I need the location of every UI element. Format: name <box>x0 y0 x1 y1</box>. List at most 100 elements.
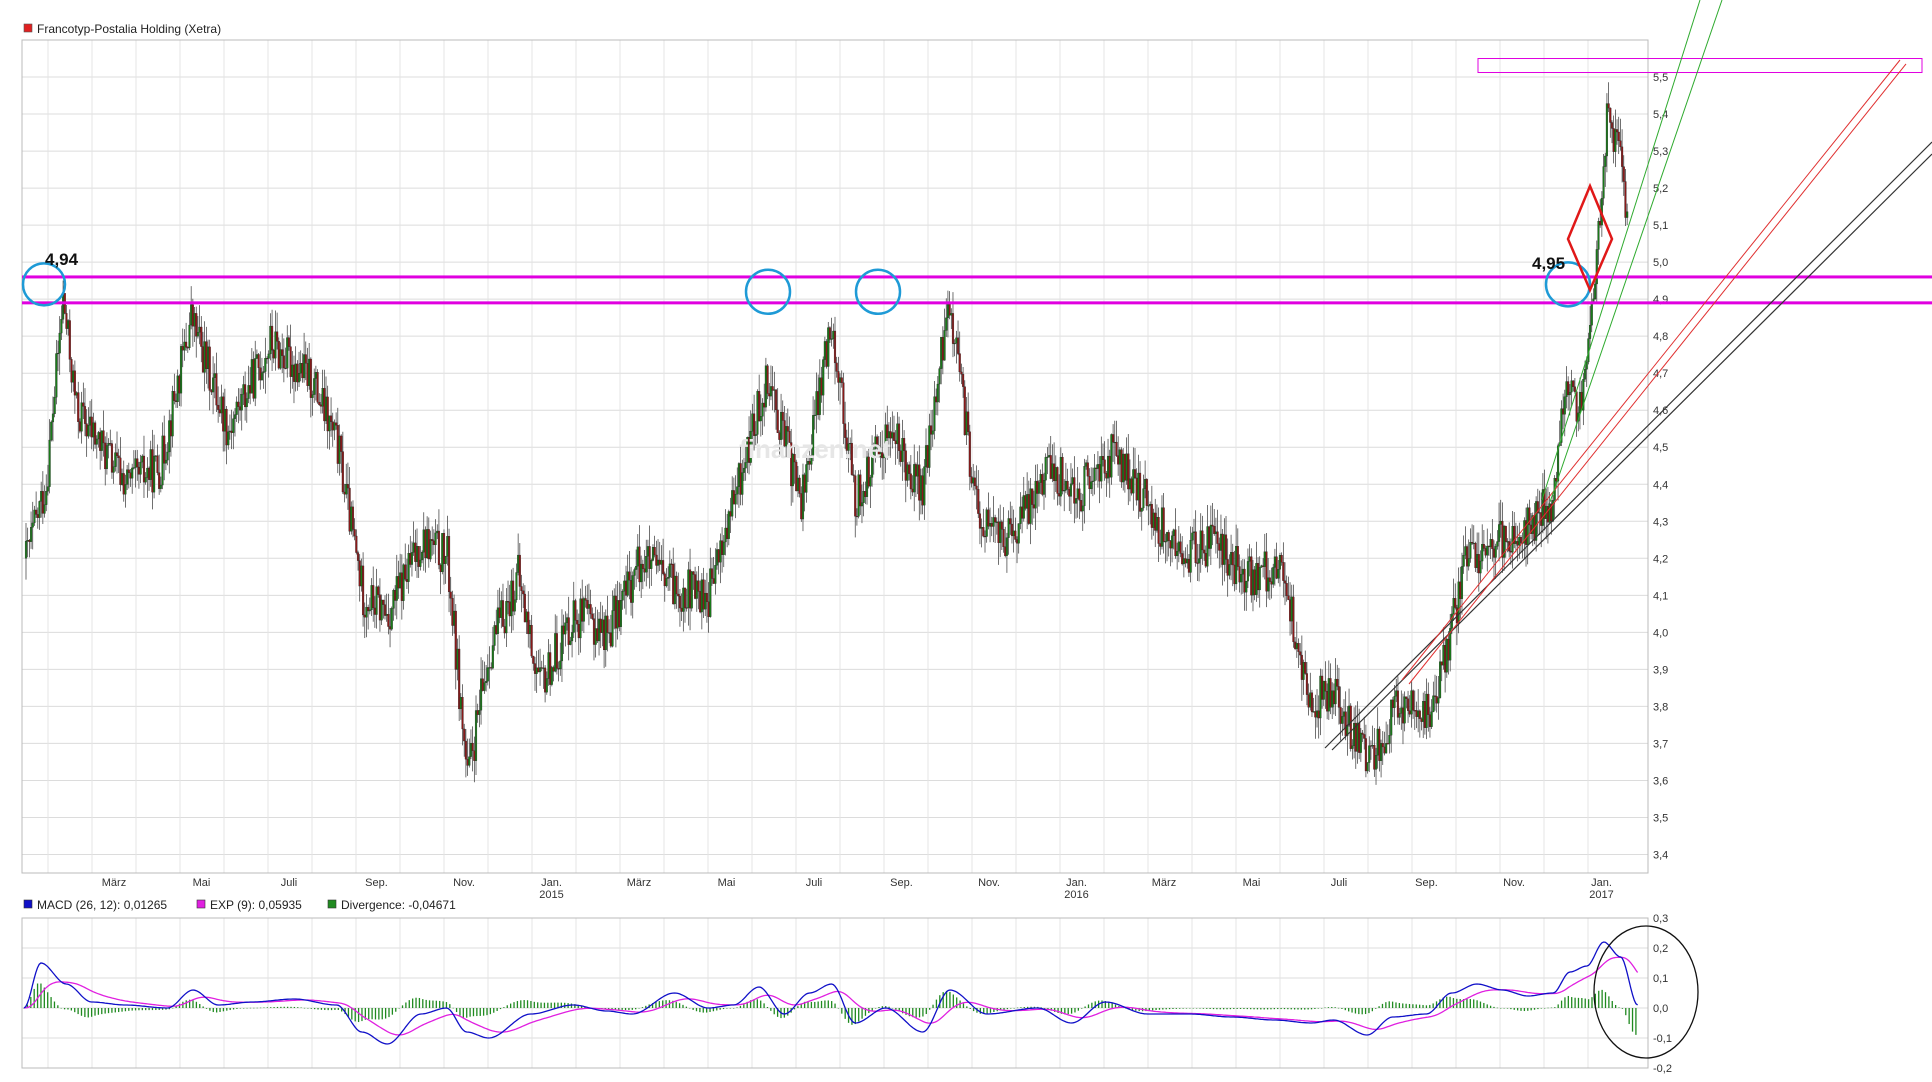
price-candle <box>1589 325 1592 339</box>
macd-divergence-bar <box>1381 1003 1384 1008</box>
macd-divergence-bar <box>1195 1008 1198 1009</box>
macd-divergence-bar <box>983 1008 985 1015</box>
price-candle <box>1615 129 1619 133</box>
macd-divergence-bar <box>1270 1008 1272 1010</box>
price-candle <box>1179 541 1182 554</box>
macd-divergence-bar <box>1304 1008 1306 1010</box>
macd-divergence-bar <box>351 1008 353 1020</box>
price-candle <box>1351 745 1354 749</box>
price-candle <box>124 484 127 495</box>
price-x-tick-label: Jan. <box>1591 877 1612 889</box>
macd-divergence-bar <box>395 1008 397 1012</box>
macd-divergence-bar <box>631 1008 633 1010</box>
price-candle <box>110 443 114 473</box>
macd-divergence-bar <box>1206 1008 1208 1009</box>
price-candle <box>877 445 880 458</box>
price-candle <box>87 425 90 437</box>
price-candle <box>830 338 833 340</box>
macd-divergence-bar <box>530 1000 532 1008</box>
price-candle <box>313 378 316 395</box>
price-candle <box>931 430 934 435</box>
price-candle <box>1496 541 1499 547</box>
price-candle <box>960 371 963 375</box>
macd-divergence-bar <box>570 1003 573 1008</box>
macd-divergence-bar <box>1246 1008 1248 1010</box>
price-candle <box>1430 711 1433 727</box>
macd-divergence-bar <box>1101 1000 1103 1008</box>
price-candle <box>1240 574 1243 583</box>
price-y-tick-label: 5,3 <box>1653 146 1668 158</box>
macd-divergence-bar <box>658 1001 660 1008</box>
macd-divergence-bar <box>459 1008 461 1016</box>
high-marker-circle <box>21 262 67 307</box>
price-candle <box>1412 690 1415 711</box>
price-candle <box>527 611 530 635</box>
price-candle <box>77 392 80 422</box>
high-marker-circle <box>744 268 792 316</box>
macd-divergence-bar <box>749 1000 752 1008</box>
price-candle <box>464 740 467 760</box>
macd-divergence-bar <box>824 1000 826 1008</box>
macd-divergence-bar <box>1348 1008 1350 1012</box>
macd-divergence-bar <box>1010 1008 1012 1009</box>
macd-divergence-bar <box>956 997 958 1008</box>
price-candle <box>1465 546 1469 567</box>
macd-divergence-bar <box>766 1006 769 1008</box>
macd-divergence-bar <box>63 1008 66 1010</box>
price-candle <box>665 578 668 587</box>
price-candle <box>640 563 643 583</box>
price-candle <box>795 461 798 492</box>
macd-divergence-bar <box>803 1001 806 1008</box>
macd-divergence-bar <box>1530 1008 1532 1011</box>
price-candle <box>662 560 665 574</box>
price-candle <box>168 420 171 453</box>
macd-divergence-bar <box>1226 1008 1228 1010</box>
price-candle <box>648 546 651 569</box>
macd-divergence-bar <box>320 1008 323 1010</box>
macd-divergence-bar <box>40 983 42 1008</box>
price-title: Francotyp-Postalia Holding (Xetra) <box>37 22 221 36</box>
price-candle <box>793 454 796 463</box>
macd-divergence-bar <box>307 1008 309 1009</box>
macd-divergence-bar <box>635 1008 637 1010</box>
price-candle <box>73 370 76 396</box>
price-candle <box>483 682 486 691</box>
price-candle <box>545 678 548 693</box>
macd-divergence-bar <box>1108 1002 1110 1008</box>
macd-divergence-bar <box>151 1008 154 1011</box>
trendline-green-2 <box>1549 0 1723 503</box>
price-candle <box>1364 738 1367 772</box>
price-y-tick-label: 4,6 <box>1653 405 1668 417</box>
macd-divergence-bar <box>722 1008 725 1010</box>
trendline-red-2 <box>1408 63 1907 685</box>
price-candle <box>753 413 756 436</box>
price-candle <box>741 472 744 495</box>
macd-divergence-bar <box>283 1006 285 1008</box>
macd-y-tick-label: 0,2 <box>1653 943 1668 955</box>
macd-divergence-bar <box>1635 1008 1637 1035</box>
macd-divergence-bar <box>476 1008 478 1017</box>
macd-divergence-bar <box>249 1007 252 1009</box>
macd-divergence-bar <box>1591 997 1593 1008</box>
price-candle <box>233 414 237 419</box>
macd-divergence-bar <box>908 1008 911 1017</box>
price-candle <box>1236 546 1239 567</box>
macd-divergence-bar <box>1432 1003 1434 1008</box>
price-candle <box>94 422 97 445</box>
target-zone-box <box>1477 58 1923 74</box>
macd-divergence-bar <box>800 1003 802 1008</box>
price-candle <box>1115 441 1118 456</box>
macd-divergence-bar <box>381 1008 383 1020</box>
price-candle <box>1556 445 1560 482</box>
macd-divergence-bar <box>763 1003 765 1008</box>
price-candle <box>254 358 257 399</box>
price-candle <box>1093 467 1096 482</box>
high-label-right: 4,95 <box>1532 254 1565 273</box>
macd-divergence-bar <box>364 1008 366 1020</box>
price-candle <box>1610 122 1614 129</box>
price-candle <box>105 445 108 470</box>
macd-divergence-bar <box>793 1008 796 1010</box>
price-candle <box>102 430 105 444</box>
macd-divergence-bar <box>425 999 427 1008</box>
macd-divergence-bar <box>922 1008 924 1017</box>
